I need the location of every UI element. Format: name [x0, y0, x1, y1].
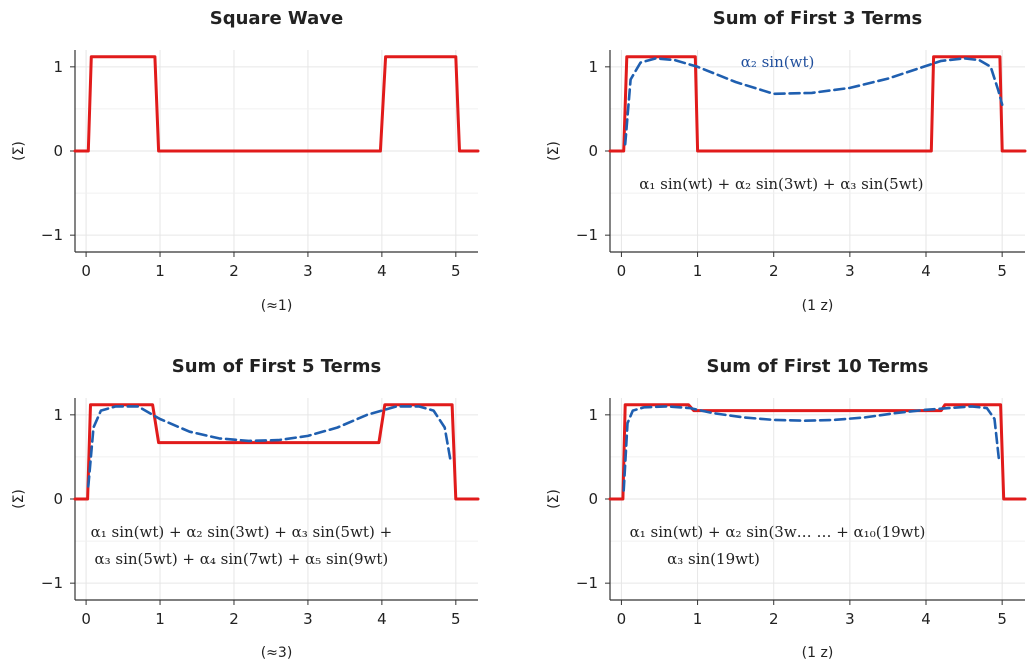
subplot-2: 0 1 2 3 4 5 −1 0 1 Sum of First 3 Terms (1 z) (Σ) α₂…	[546, 8, 1027, 314]
y-axis-label: (Σ)	[546, 141, 562, 161]
x-tick-label: 3	[845, 610, 855, 628]
annotation-label: α₁ sin(wt) + α₂ sin(3w… … + α₁₀(19wt)	[630, 523, 926, 541]
x-tick-label: 5	[451, 610, 461, 628]
x-tick-label: 4	[921, 262, 931, 280]
y-tick-label: 0	[588, 490, 598, 508]
annotation-label: α₁ sin(wt) + α₂ sin(3wt) + α₃ sin(5wt) +	[91, 523, 393, 541]
x-tick-label: 3	[303, 262, 313, 280]
square-wave-line	[73, 55, 480, 153]
x-tick-label: 2	[769, 262, 779, 280]
y-tick-label: 1	[588, 58, 598, 76]
x-axis-label: (≈3)	[261, 645, 293, 661]
y-axis-label: (Σ)	[546, 489, 562, 509]
x-tick-label: 2	[229, 610, 239, 628]
subplot-title: Sum of First 3 Terms	[713, 8, 922, 29]
square-wave-line	[608, 403, 1027, 501]
x-tick-label: 2	[229, 262, 239, 280]
subplot-3: 0 1 2 3 4 5 −1 0 1 Sum of First 5 Terms (≈3) (Σ) α₁ …	[11, 356, 480, 661]
y-axis-label: (Σ)	[11, 489, 27, 509]
x-tick-label: 0	[617, 262, 627, 280]
square-wave-line	[73, 403, 480, 501]
y-tick-label: 1	[53, 58, 63, 76]
fourier-sum-line	[623, 57, 1004, 146]
subplot-title: Square Wave	[210, 8, 343, 29]
y-axis-label: (Σ)	[11, 141, 27, 161]
x-tick-label: 5	[451, 262, 461, 280]
fourier-sum-line	[622, 405, 1001, 492]
y-tick-label: −1	[576, 226, 598, 244]
x-tick-label: 0	[81, 262, 91, 280]
y-tick-label: 1	[53, 406, 63, 424]
y-tick-label: −1	[41, 574, 63, 592]
x-tick-label: 0	[81, 610, 91, 628]
x-tick-label: 0	[617, 610, 627, 628]
x-tick-label: 3	[845, 262, 855, 280]
x-axis-label: (≈1)	[261, 298, 293, 314]
x-axis-label: (1 z)	[802, 298, 834, 314]
subplot-4: 0 1 2 3 4 5 −1 0 1 Sum of First 10 Terms (1 z) (Σ) α…	[546, 356, 1027, 661]
y-tick-label: −1	[41, 226, 63, 244]
annotation-label: α₃ sin(5wt) + α₄ sin(7wt) + α₅ sin(9wt)	[94, 550, 388, 568]
x-tick-label: 3	[303, 610, 313, 628]
y-tick-label: −1	[576, 574, 598, 592]
annotation-label: α₂ sin(wt)	[741, 53, 815, 71]
subplot-1: 0 1 2 3 4 5 −1 0 1 Square Wave (≈1) (Σ)	[11, 8, 480, 314]
annotation-label: α₁ sin(wt) + α₂ sin(3wt) + α₃ sin(5wt)	[639, 175, 923, 193]
y-tick-label: 0	[53, 142, 63, 160]
x-tick-label: 1	[693, 610, 703, 628]
annotation-label: α₃ sin(19wt)	[667, 550, 760, 568]
x-tick-label: 2	[769, 610, 779, 628]
x-tick-label: 5	[997, 262, 1007, 280]
x-tick-label: 1	[155, 262, 165, 280]
subplot-title: Sum of First 10 Terms	[707, 356, 929, 377]
x-tick-label: 1	[693, 262, 703, 280]
fourier-sum-line	[87, 405, 452, 488]
y-tick-label: 0	[588, 142, 598, 160]
x-tick-label: 4	[377, 262, 387, 280]
x-tick-label: 4	[377, 610, 387, 628]
y-tick-label: 0	[53, 490, 63, 508]
x-tick-label: 5	[997, 610, 1007, 628]
subplot-title: Sum of First 5 Terms	[172, 356, 381, 377]
y-tick-label: 1	[588, 406, 598, 424]
x-axis-label: (1 z)	[802, 645, 834, 661]
x-tick-label: 1	[155, 610, 165, 628]
x-tick-label: 4	[921, 610, 931, 628]
square-wave-line	[608, 55, 1027, 153]
